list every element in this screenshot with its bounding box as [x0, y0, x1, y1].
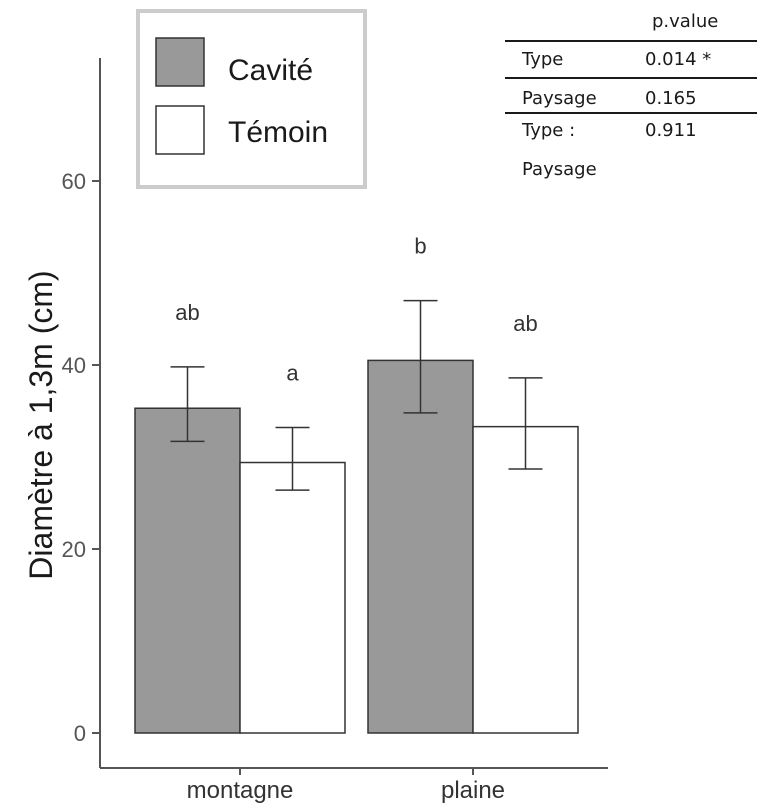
y-tick-label: 40 [62, 353, 86, 378]
x-axis-categories: montagne plaine [187, 768, 505, 804]
table-row-1-value: 0.014 * [645, 49, 711, 70]
significance-letter: ab [175, 300, 199, 325]
bar-plaine-cavite [367, 359, 474, 734]
significance-letter: b [414, 234, 426, 259]
y-tick-label: 0 [74, 721, 86, 746]
table-row-3-value: 0.911 [645, 120, 697, 141]
x-tick-label: plaine [441, 777, 505, 804]
bar-plaine-temoin [472, 425, 579, 734]
y-tick-label: 60 [62, 169, 86, 194]
table-row-3-term-line2: Paysage [522, 159, 597, 180]
significance-letter: ab [513, 311, 537, 336]
legend-label-temoin: Témoin [228, 116, 328, 149]
error-bars-group [170, 299, 543, 491]
table-row-1-term: Type [521, 49, 563, 70]
y-axis-label: Diamètre à 1,3m (cm) [23, 270, 59, 579]
bar-montagne-cavite [134, 407, 241, 734]
y-axis-ticks: 0 20 40 60 [62, 169, 100, 746]
y-tick-label: 20 [62, 537, 86, 562]
significance-letter: a [286, 361, 299, 386]
legend: Cavité Témoin [136, 9, 367, 189]
bars-group [134, 359, 579, 734]
table-row-2-term: Paysage [522, 88, 597, 109]
table-row-3-term-line1: Type : [521, 120, 575, 141]
table-row-2-value: 0.165 [645, 88, 697, 109]
x-tick-label: montagne [187, 777, 294, 804]
table-header: p.value [652, 11, 718, 32]
p-value-table: p.value Type 0.014 * Paysage 0.165 Type … [505, 11, 757, 180]
bar-montagne-temoin [239, 461, 346, 734]
legend-swatch-cavite [155, 37, 205, 87]
legend-label-cavite: Cavité [228, 54, 313, 87]
legend-swatch-temoin [155, 105, 205, 155]
